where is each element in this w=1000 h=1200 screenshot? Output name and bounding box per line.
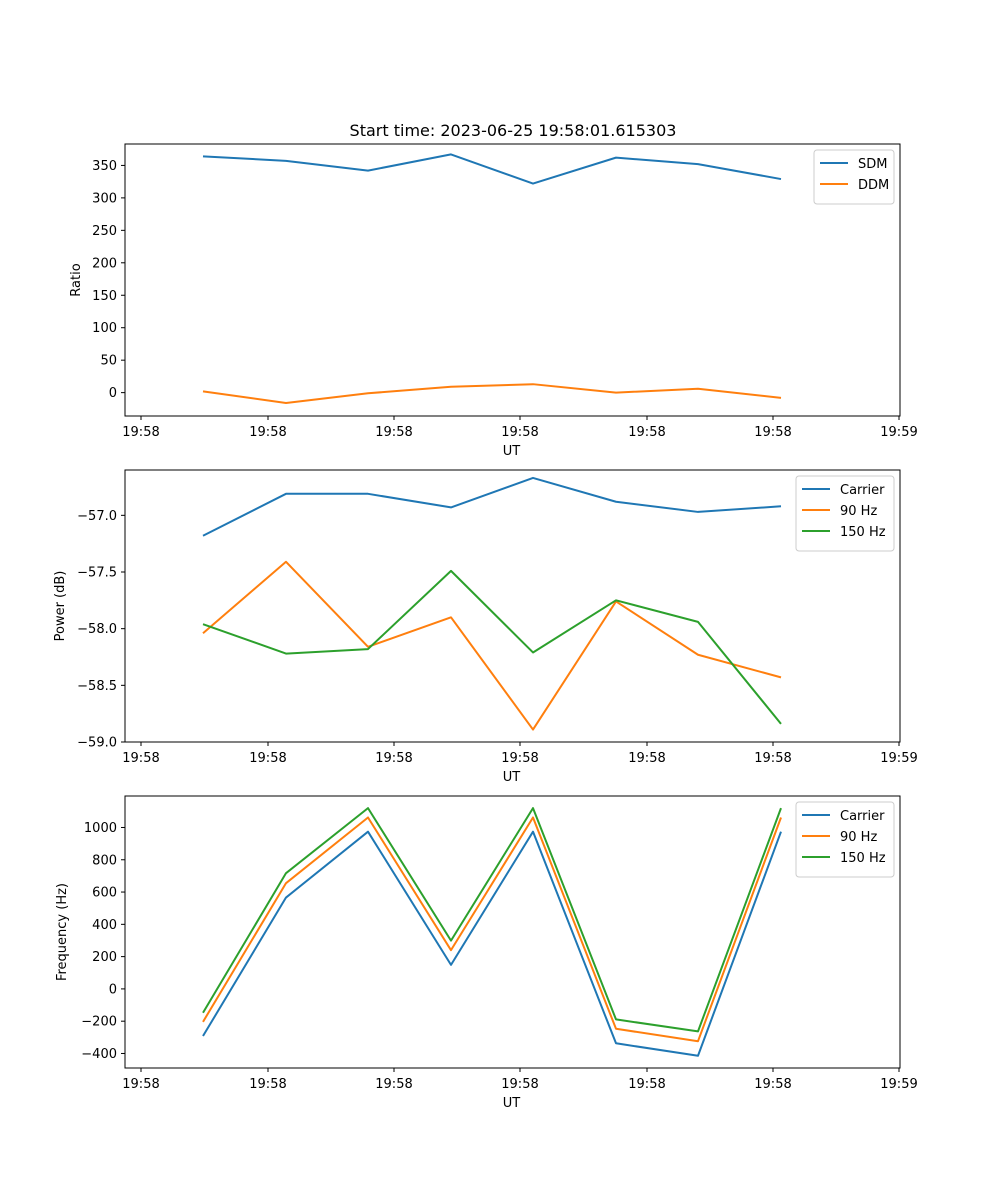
legend-label: 90 Hz xyxy=(840,830,877,845)
y-tick-label: −57.5 xyxy=(77,566,117,581)
x-tick-label: 19:59 xyxy=(880,1077,917,1092)
y-tick-label: 250 xyxy=(92,224,117,239)
y-tick-label: 100 xyxy=(92,321,117,336)
legend: Carrier 90 Hz 150 Hz xyxy=(795,475,895,552)
axes-3: 19:58 19:58 19:58 19:58 19:58 19:58 19:59 −400 −… xyxy=(55,795,918,1111)
y-tick-label: 200 xyxy=(92,256,117,271)
x-tick-label: 19:58 xyxy=(754,751,791,766)
y-tick-label: −58.5 xyxy=(77,679,117,694)
y-tick-label: 0 xyxy=(109,386,117,401)
series-line-ddm xyxy=(202,383,782,405)
x-tick-label: 19:58 xyxy=(122,751,159,766)
x-tick-label: 19:58 xyxy=(754,1077,791,1092)
x-tick-label: 19:59 xyxy=(880,425,917,440)
figure-title: Start time: 2023-06-25 19:58:01.615303 xyxy=(350,121,677,140)
x-tick-label: 19:58 xyxy=(375,425,412,440)
y-tick-label: −200 xyxy=(81,1015,117,1030)
x-tick-label: 19:58 xyxy=(249,1077,286,1092)
legend-label: 90 Hz xyxy=(840,504,877,519)
axes-frame xyxy=(124,795,901,1069)
x-axis-label: UT xyxy=(503,444,521,459)
axes-2: 19:58 19:58 19:58 19:58 19:58 19:58 19:59 −59.0… xyxy=(53,469,918,785)
y-tick-label: −400 xyxy=(81,1047,117,1062)
y-tick-label: 1000 xyxy=(84,821,117,836)
x-tick-label: 19:58 xyxy=(754,425,791,440)
axes-1: 19:58 19:58 19:58 19:58 19:58 19:58 19:59 0 50 10… xyxy=(69,143,918,459)
x-tick-label: 19:58 xyxy=(375,1077,412,1092)
x-tick-label: 19:58 xyxy=(501,425,538,440)
legend: Carrier 90 Hz 150 Hz xyxy=(795,801,895,878)
x-tick-label: 19:58 xyxy=(501,751,538,766)
y-axis-label: Power (dB) xyxy=(53,571,68,642)
legend-label: Carrier xyxy=(840,483,885,498)
x-tick-label: 19:58 xyxy=(122,425,159,440)
x-axis-label: UT xyxy=(503,1096,521,1111)
axes-frame xyxy=(124,469,901,743)
x-tick-label: 19:58 xyxy=(628,751,665,766)
series-line-carrier xyxy=(202,476,782,537)
legend-label: Carrier xyxy=(840,809,885,824)
x-axis-label: UT xyxy=(503,770,521,785)
y-tick-label: 600 xyxy=(92,886,117,901)
series-line-150-hz xyxy=(202,807,782,1033)
y-tick-label: 300 xyxy=(92,191,117,206)
legend-label: DDM xyxy=(858,178,889,193)
y-tick-label: 200 xyxy=(92,950,117,965)
x-tick-label: 19:58 xyxy=(628,425,665,440)
x-tick-label: 19:59 xyxy=(880,751,917,766)
x-tick-label: 19:58 xyxy=(249,751,286,766)
legend-frame xyxy=(795,801,895,878)
series-line-sdm xyxy=(202,153,782,185)
legend-label: SDM xyxy=(858,157,887,172)
series-line-90-hz xyxy=(202,816,782,1043)
y-tick-label: 0 xyxy=(109,982,117,997)
y-tick-label: 800 xyxy=(92,853,117,868)
y-axis-label: Ratio xyxy=(69,263,84,296)
y-axis-label: Frequency (Hz) xyxy=(55,883,70,981)
series-line-150-hz xyxy=(202,569,782,725)
x-tick-label: 19:58 xyxy=(122,1077,159,1092)
x-tick-label: 19:58 xyxy=(501,1077,538,1092)
y-tick-label: 350 xyxy=(92,159,117,174)
y-tick-label: −59.0 xyxy=(77,736,117,751)
y-tick-label: −57.0 xyxy=(77,509,117,524)
axes-frame xyxy=(124,143,901,417)
legend: SDM DDM xyxy=(813,149,895,205)
y-tick-label: 150 xyxy=(92,289,117,304)
y-tick-label: 50 xyxy=(100,354,117,369)
x-tick-label: 19:58 xyxy=(249,425,286,440)
series-line-90-hz xyxy=(202,560,782,731)
y-tick-label: −58.0 xyxy=(77,622,117,637)
legend-label: 150 Hz xyxy=(840,851,886,866)
x-tick-label: 19:58 xyxy=(628,1077,665,1092)
legend-label: 150 Hz xyxy=(840,525,886,540)
x-tick-label: 19:58 xyxy=(375,751,412,766)
legend-frame xyxy=(795,475,895,552)
y-tick-label: 400 xyxy=(92,918,117,933)
series-line-carrier xyxy=(202,830,782,1057)
